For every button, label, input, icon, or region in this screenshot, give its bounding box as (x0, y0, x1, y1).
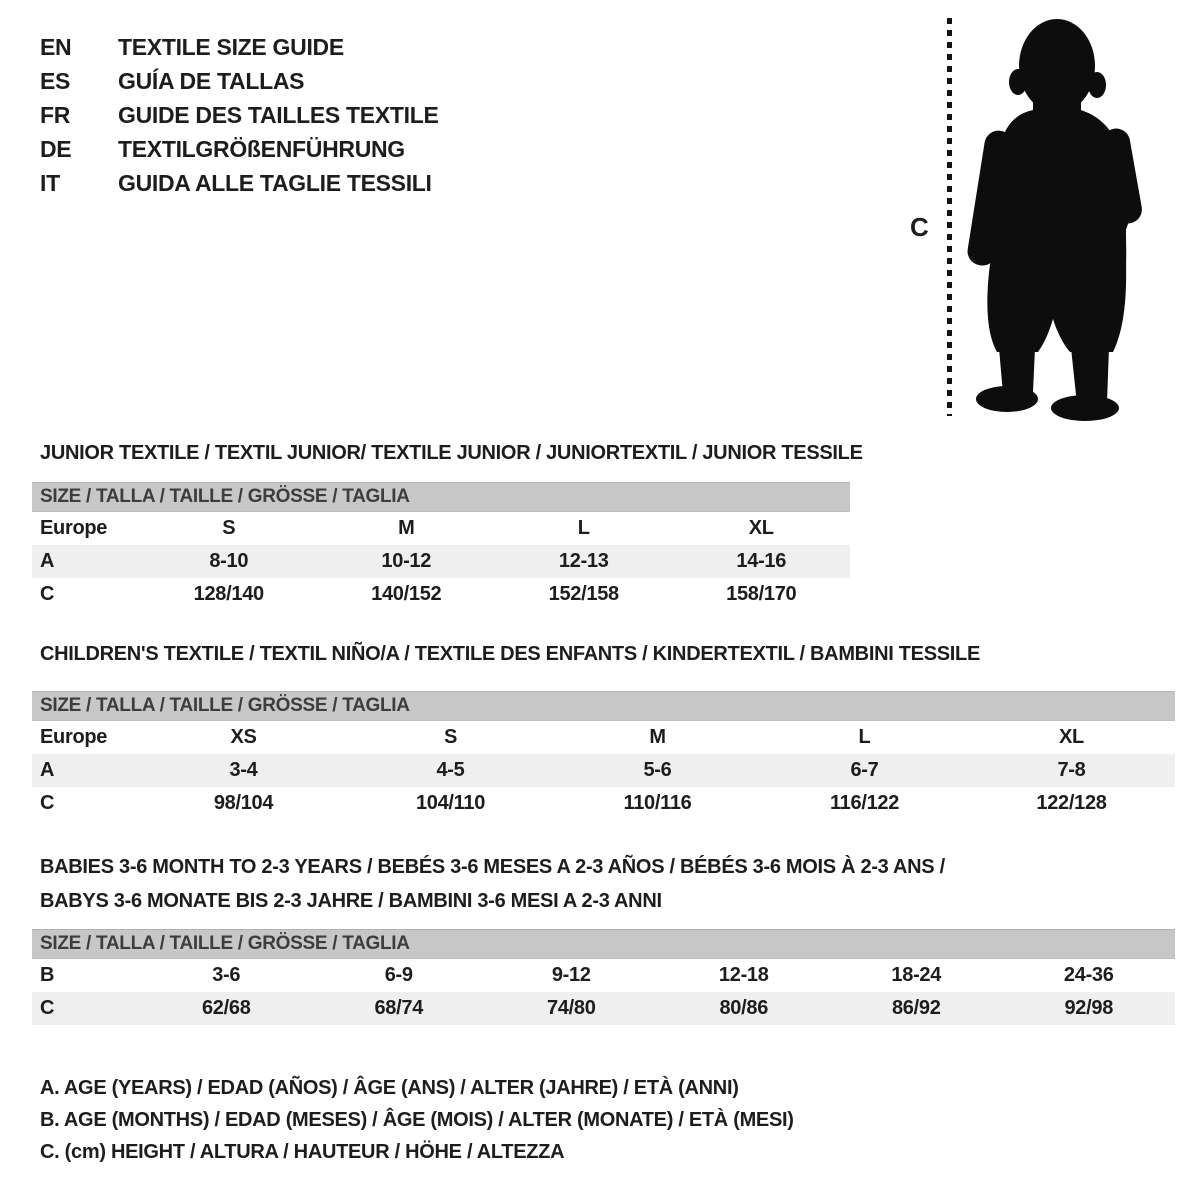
language-title: GUIDE DES TAILLES TEXTILE (118, 101, 439, 128)
age-cell: 6-9 (384, 964, 413, 986)
height-cell: 80/86 (719, 997, 769, 1019)
height-cell: 86/92 (891, 997, 941, 1019)
language-code: EN (40, 33, 72, 60)
age-cell: 24-36 (1063, 964, 1114, 986)
size-cell: S (443, 726, 458, 748)
height-cell: 98/104 (213, 792, 274, 814)
table-row-age: A 3-4 4-5 5-6 6-7 7-8 (32, 754, 1175, 787)
language-title: GUÍA DE TALLAS (118, 67, 305, 94)
legend-line-a: A. AGE (YEARS) / EDAD (AÑOS) / ÂGE (ANS)… (40, 1076, 739, 1099)
age-cell: 5-6 (643, 759, 672, 781)
table-row-age: A 8-10 10-12 12-13 14-16 (32, 545, 850, 578)
row-label: A (40, 759, 55, 781)
size-table-junior: SIZE / TALLA / TAILLE / GRÖSSE / TAGLIA … (32, 482, 850, 611)
age-cell: 18-24 (891, 964, 942, 986)
height-cell: 116/122 (829, 792, 900, 814)
size-cell: L (577, 517, 590, 539)
language-row: FR GUIDE DES TAILLES TEXTILE (40, 98, 439, 132)
height-cell: 92/98 (1064, 997, 1114, 1019)
age-cell: 7-8 (1057, 759, 1086, 781)
section-title-babies: BABIES 3-6 MONTH TO 2-3 YEARS / BEBÉS 3-… (40, 850, 945, 918)
row-label: C (40, 583, 55, 605)
size-table-children: SIZE / TALLA / TAILLE / GRÖSSE / TAGLIA … (32, 691, 1175, 820)
language-row: ES GUÍA DE TALLAS (40, 64, 439, 98)
table-row-europe: Europe XS S M L XL (32, 721, 1175, 754)
height-cell: 128/140 (193, 583, 265, 605)
language-title: TEXTILGRÖßENFÜHRUNG (118, 135, 405, 162)
language-code: FR (40, 101, 71, 128)
row-label: Europe (40, 726, 108, 748)
table-row-height: C 128/140 140/152 152/158 158/170 (32, 578, 850, 611)
size-cell: XL (1059, 726, 1084, 748)
age-cell: 14-16 (736, 550, 787, 572)
row-label: Europe (40, 517, 108, 539)
row-label: C (40, 997, 55, 1019)
language-code: IT (40, 169, 60, 196)
section-title-junior: JUNIOR TEXTILE / TEXTIL JUNIOR/ TEXTILE … (40, 442, 863, 464)
row-label: C (40, 792, 55, 814)
table-row-age-months: B 3-6 6-9 9-12 12-18 18-24 24-36 (32, 959, 1175, 992)
table-row-height: C 62/68 68/74 74/80 80/86 86/92 92/98 (32, 992, 1175, 1025)
legend: A. AGE (YEARS) / EDAD (AÑOS) / ÂGE (ANS)… (40, 1072, 794, 1168)
language-title: GUIDA ALLE TAGLIE TESSILI (118, 169, 432, 196)
language-code: DE (40, 135, 72, 162)
age-cell: 10-12 (381, 550, 432, 572)
table-row-europe: Europe S M L XL (32, 512, 850, 545)
language-title: TEXTILE SIZE GUIDE (118, 33, 344, 60)
size-cell: L (858, 726, 871, 748)
height-measure-dashed-line (947, 18, 952, 416)
size-cell: XS (230, 726, 257, 748)
age-cell: 8-10 (209, 550, 249, 572)
size-header-bar: SIZE / TALLA / TAILLE / GRÖSSE / TAGLIA (32, 482, 850, 512)
language-code: ES (40, 67, 71, 94)
table-row-height: C 98/104 104/110 110/116 116/122 122/128 (32, 787, 1175, 820)
language-row: IT GUIDA ALLE TAGLIE TESSILI (40, 166, 439, 200)
height-cell: 110/116 (623, 792, 692, 814)
size-cell: S (222, 517, 236, 539)
age-cell: 12-13 (558, 550, 609, 572)
size-cell: M (398, 517, 415, 539)
language-row: DE TEXTILGRÖßENFÜHRUNG (40, 132, 439, 166)
legend-line-c: C. (cm) HEIGHT / ALTURA / HAUTEUR / HÖHE… (40, 1140, 565, 1163)
row-label: B (40, 964, 55, 986)
height-cell: 152/158 (548, 583, 620, 605)
age-cell: 6-7 (850, 759, 879, 781)
height-cell: 158/170 (726, 583, 797, 605)
section-title-children: CHILDREN'S TEXTILE / TEXTIL NIÑO/A / TEX… (40, 643, 980, 665)
section-title-babies-line2: BABYS 3-6 MONATE BIS 2-3 JAHRE / BAMBINI… (40, 890, 662, 912)
age-cell: 12-18 (718, 964, 769, 986)
language-title-list: EN TEXTILE SIZE GUIDE ES GUÍA DE TALLAS … (40, 30, 439, 200)
age-cell: 9-12 (551, 964, 591, 986)
height-cell: 140/152 (371, 583, 442, 605)
height-cell: 74/80 (546, 997, 596, 1019)
age-cell: 3-4 (229, 759, 258, 781)
age-cell: 3-6 (212, 964, 241, 986)
height-cell: 68/74 (374, 997, 424, 1019)
size-cell: M (649, 726, 666, 748)
measure-label-c: C (910, 212, 929, 242)
language-row: EN TEXTILE SIZE GUIDE (40, 30, 439, 64)
height-cell: 122/128 (1036, 792, 1107, 814)
height-cell: 62/68 (201, 997, 251, 1019)
size-header-bar: SIZE / TALLA / TAILLE / GRÖSSE / TAGLIA (32, 929, 1175, 959)
size-table-babies: SIZE / TALLA / TAILLE / GRÖSSE / TAGLIA … (32, 929, 1175, 1025)
size-cell: XL (748, 517, 774, 539)
age-cell: 4-5 (436, 759, 465, 781)
section-title-babies-line1: BABIES 3-6 MONTH TO 2-3 YEARS / BEBÉS 3-… (40, 856, 945, 878)
legend-line-b: B. AGE (MONTHS) / EDAD (MESES) / ÂGE (MO… (40, 1108, 794, 1131)
toddler-silhouette (967, 19, 1142, 421)
row-label: A (40, 550, 55, 572)
height-cell: 104/110 (415, 792, 486, 814)
size-header-bar: SIZE / TALLA / TAILLE / GRÖSSE / TAGLIA (32, 691, 1175, 721)
